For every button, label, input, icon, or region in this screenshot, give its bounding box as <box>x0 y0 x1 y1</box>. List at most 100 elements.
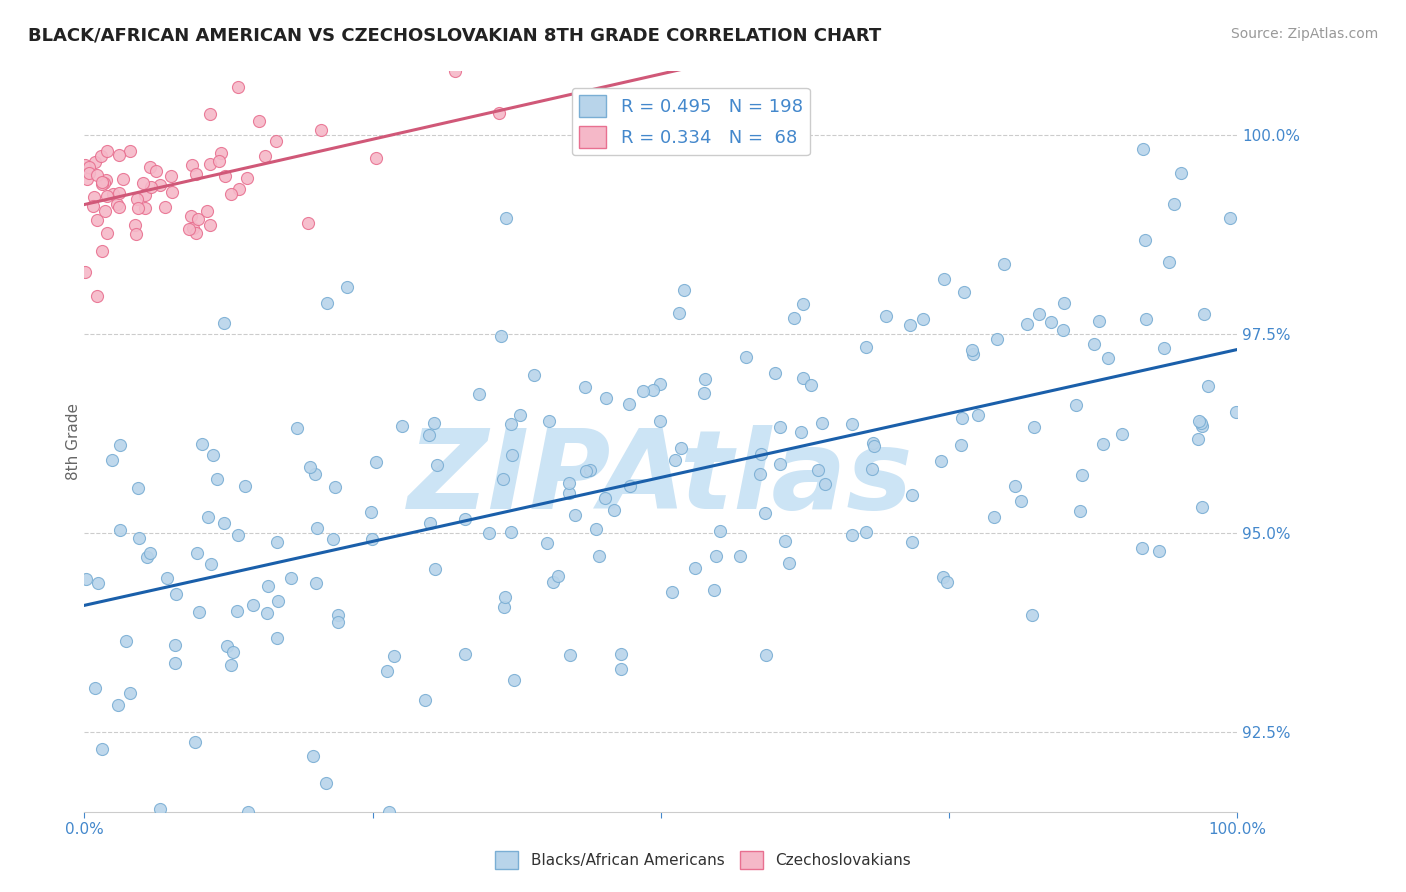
Point <box>855 524 877 539</box>
Point <box>247 114 270 128</box>
Point <box>91 176 114 190</box>
Point <box>595 391 617 405</box>
Point <box>236 805 259 819</box>
Point <box>749 467 772 482</box>
Point <box>84 155 107 169</box>
Point <box>90 244 112 259</box>
Point <box>499 525 522 540</box>
Point <box>266 631 288 645</box>
Point <box>197 510 219 524</box>
Point <box>214 169 236 183</box>
Point <box>242 599 264 613</box>
Point <box>1097 351 1119 365</box>
Point <box>773 534 796 549</box>
Point <box>564 508 586 522</box>
Point <box>595 491 617 505</box>
Point <box>165 587 187 601</box>
Point <box>588 549 610 563</box>
Point <box>264 134 287 148</box>
Point <box>1004 478 1026 492</box>
Point <box>190 437 212 451</box>
Point <box>501 448 523 462</box>
Point <box>228 181 250 195</box>
Point <box>200 157 222 171</box>
Point <box>83 681 105 695</box>
Point <box>361 532 384 546</box>
Point <box>1052 323 1074 337</box>
Point <box>610 662 633 676</box>
Point <box>267 594 290 608</box>
Point <box>181 220 204 235</box>
Legend: Blacks/African Americans, Czechoslovakians: Blacks/African Americans, Czechoslovakia… <box>489 845 917 875</box>
Point <box>219 186 242 201</box>
Point <box>77 160 100 174</box>
Point <box>107 698 129 713</box>
Point <box>107 200 129 214</box>
Point <box>617 396 640 410</box>
Point <box>111 172 134 186</box>
Point <box>226 604 249 618</box>
Point <box>200 219 222 233</box>
Point <box>1191 418 1213 433</box>
Point <box>425 562 447 576</box>
Point <box>93 177 115 191</box>
Point <box>814 477 837 491</box>
Point <box>139 546 162 560</box>
Point <box>127 482 149 496</box>
Point <box>419 516 441 531</box>
Point <box>86 169 108 183</box>
Point <box>139 161 162 175</box>
Point <box>1147 544 1170 558</box>
Point <box>326 615 349 630</box>
Point <box>574 380 596 394</box>
Point <box>1197 379 1219 393</box>
Point <box>875 309 897 323</box>
Text: BLACK/AFRICAN AMERICAN VS CZECHOSLOVAKIAN 8TH GRADE CORRELATION CHART: BLACK/AFRICAN AMERICAN VS CZECHOSLOVAKIA… <box>28 27 882 45</box>
Point <box>184 734 207 748</box>
Point <box>96 227 118 241</box>
Point <box>93 204 115 219</box>
Point <box>1219 211 1241 226</box>
Point <box>266 535 288 549</box>
Point <box>468 387 491 401</box>
Point <box>536 535 558 549</box>
Point <box>105 197 128 211</box>
Point <box>91 178 114 192</box>
Point <box>900 535 922 549</box>
Point <box>488 106 510 120</box>
Point <box>222 645 245 659</box>
Point <box>669 441 692 455</box>
Point <box>149 802 172 816</box>
Point <box>316 295 339 310</box>
Point <box>328 607 350 622</box>
Point <box>810 416 832 430</box>
Point <box>214 516 236 530</box>
Point <box>208 153 231 168</box>
Point <box>364 455 387 469</box>
Point <box>730 549 752 563</box>
Point <box>1111 426 1133 441</box>
Point <box>1024 420 1046 434</box>
Point <box>101 453 124 467</box>
Point <box>783 310 806 325</box>
Point <box>73 158 96 172</box>
Point <box>187 212 209 227</box>
Point <box>603 503 626 517</box>
Point <box>444 64 467 78</box>
Point <box>209 145 232 160</box>
Point <box>685 561 707 575</box>
Point <box>1028 307 1050 321</box>
Point <box>986 332 1008 346</box>
Point <box>217 640 239 654</box>
Point <box>382 649 405 664</box>
Point <box>228 80 250 95</box>
Point <box>375 664 398 678</box>
Point <box>200 557 222 571</box>
Point <box>94 173 117 187</box>
Point <box>378 805 401 819</box>
Point <box>207 472 229 486</box>
Point <box>86 213 108 227</box>
Point <box>1170 166 1192 180</box>
Point <box>579 463 602 477</box>
Point <box>149 178 172 192</box>
